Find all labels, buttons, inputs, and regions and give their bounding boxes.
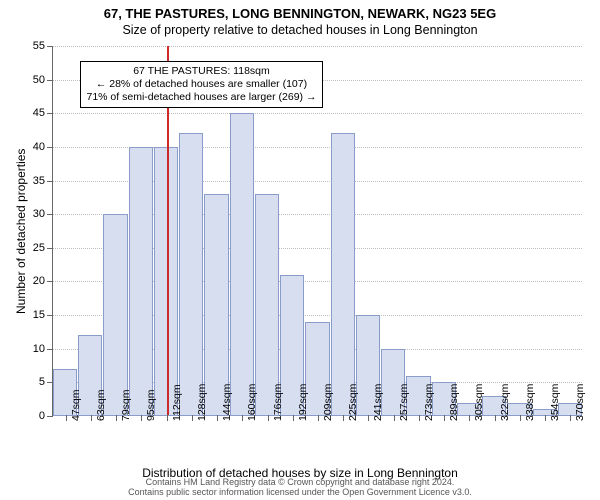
x-tick-label: 176sqm [272,384,284,421]
x-tick [268,415,269,421]
histogram-bar [179,133,203,416]
x-tick [444,415,445,421]
histogram-bar [331,133,355,416]
x-tick-label: 209sqm [322,384,334,421]
x-tick [570,415,571,421]
x-tick [242,415,243,421]
footer-line-2: Contains public sector information licen… [128,487,472,497]
x-tick-label: 241sqm [372,384,384,421]
annotation-line: 67 THE PASTURES: 118sqm [87,65,317,78]
x-tick [495,415,496,421]
y-tick-label: 50 [33,74,53,86]
y-tick-label: 55 [33,40,53,52]
x-tick-label: 305sqm [473,384,485,421]
x-tick-label: 144sqm [221,384,233,421]
x-tick-label: 370sqm [574,384,586,421]
x-tick [293,415,294,421]
x-tick [419,415,420,421]
x-tick [343,415,344,421]
chart-subtitle: Size of property relative to detached ho… [0,21,600,37]
histogram-bar [129,147,153,416]
y-tick-label: 0 [39,410,53,422]
gridline-h [53,46,582,47]
y-tick-label: 40 [33,141,53,153]
x-tick [368,415,369,421]
x-tick-label: 95sqm [145,389,157,421]
x-tick [545,415,546,421]
x-tick-label: 322sqm [499,384,511,421]
x-tick-label: 273sqm [423,384,435,421]
footer-attribution: Contains HM Land Registry data © Crown c… [0,478,600,498]
y-tick-label: 30 [33,208,53,220]
x-tick-label: 160sqm [246,384,258,421]
x-tick-label: 128sqm [196,384,208,421]
y-tick-label: 25 [33,242,53,254]
annotation-line: 71% of semi-detached houses are larger (… [87,91,317,104]
y-tick-label: 10 [33,343,53,355]
x-tick [520,415,521,421]
x-tick [116,415,117,421]
histogram-bar [230,113,254,416]
x-tick [217,415,218,421]
x-tick [192,415,193,421]
y-tick-label: 20 [33,275,53,287]
plot-area: 051015202530354045505547sqm63sqm79sqm95s… [52,46,582,416]
x-tick [318,415,319,421]
x-tick [141,415,142,421]
y-tick-label: 15 [33,309,53,321]
x-tick-label: 257sqm [398,384,410,421]
x-tick [469,415,470,421]
x-tick-label: 289sqm [448,384,460,421]
x-tick-label: 192sqm [297,384,309,421]
x-tick [394,415,395,421]
x-tick [91,415,92,421]
gridline-h [53,113,582,114]
y-tick-label: 35 [33,175,53,187]
x-tick-label: 63sqm [95,389,107,421]
annotation-line: ← 28% of detached houses are smaller (10… [87,78,317,91]
y-tick-label: 45 [33,107,53,119]
x-tick-label: 47sqm [70,389,82,421]
annotation-box: 67 THE PASTURES: 118sqm← 28% of detached… [80,61,324,108]
x-tick-label: 112sqm [171,384,183,421]
footer-line-1: Contains HM Land Registry data © Crown c… [146,477,455,487]
y-tick-label: 5 [39,376,53,388]
x-tick-label: 338sqm [524,384,536,421]
y-axis-title: Number of detached properties [14,149,28,314]
x-tick-label: 354sqm [549,384,561,421]
x-tick-label: 79sqm [120,389,132,421]
histogram-bar [103,214,127,416]
x-tick-label: 225sqm [347,384,359,421]
chart-container: 67, THE PASTURES, LONG BENNINGTON, NEWAR… [0,0,600,500]
y-axis-title-text: Number of detached properties [14,149,28,314]
chart-title: 67, THE PASTURES, LONG BENNINGTON, NEWAR… [0,0,600,21]
x-tick [167,415,168,421]
x-tick [66,415,67,421]
